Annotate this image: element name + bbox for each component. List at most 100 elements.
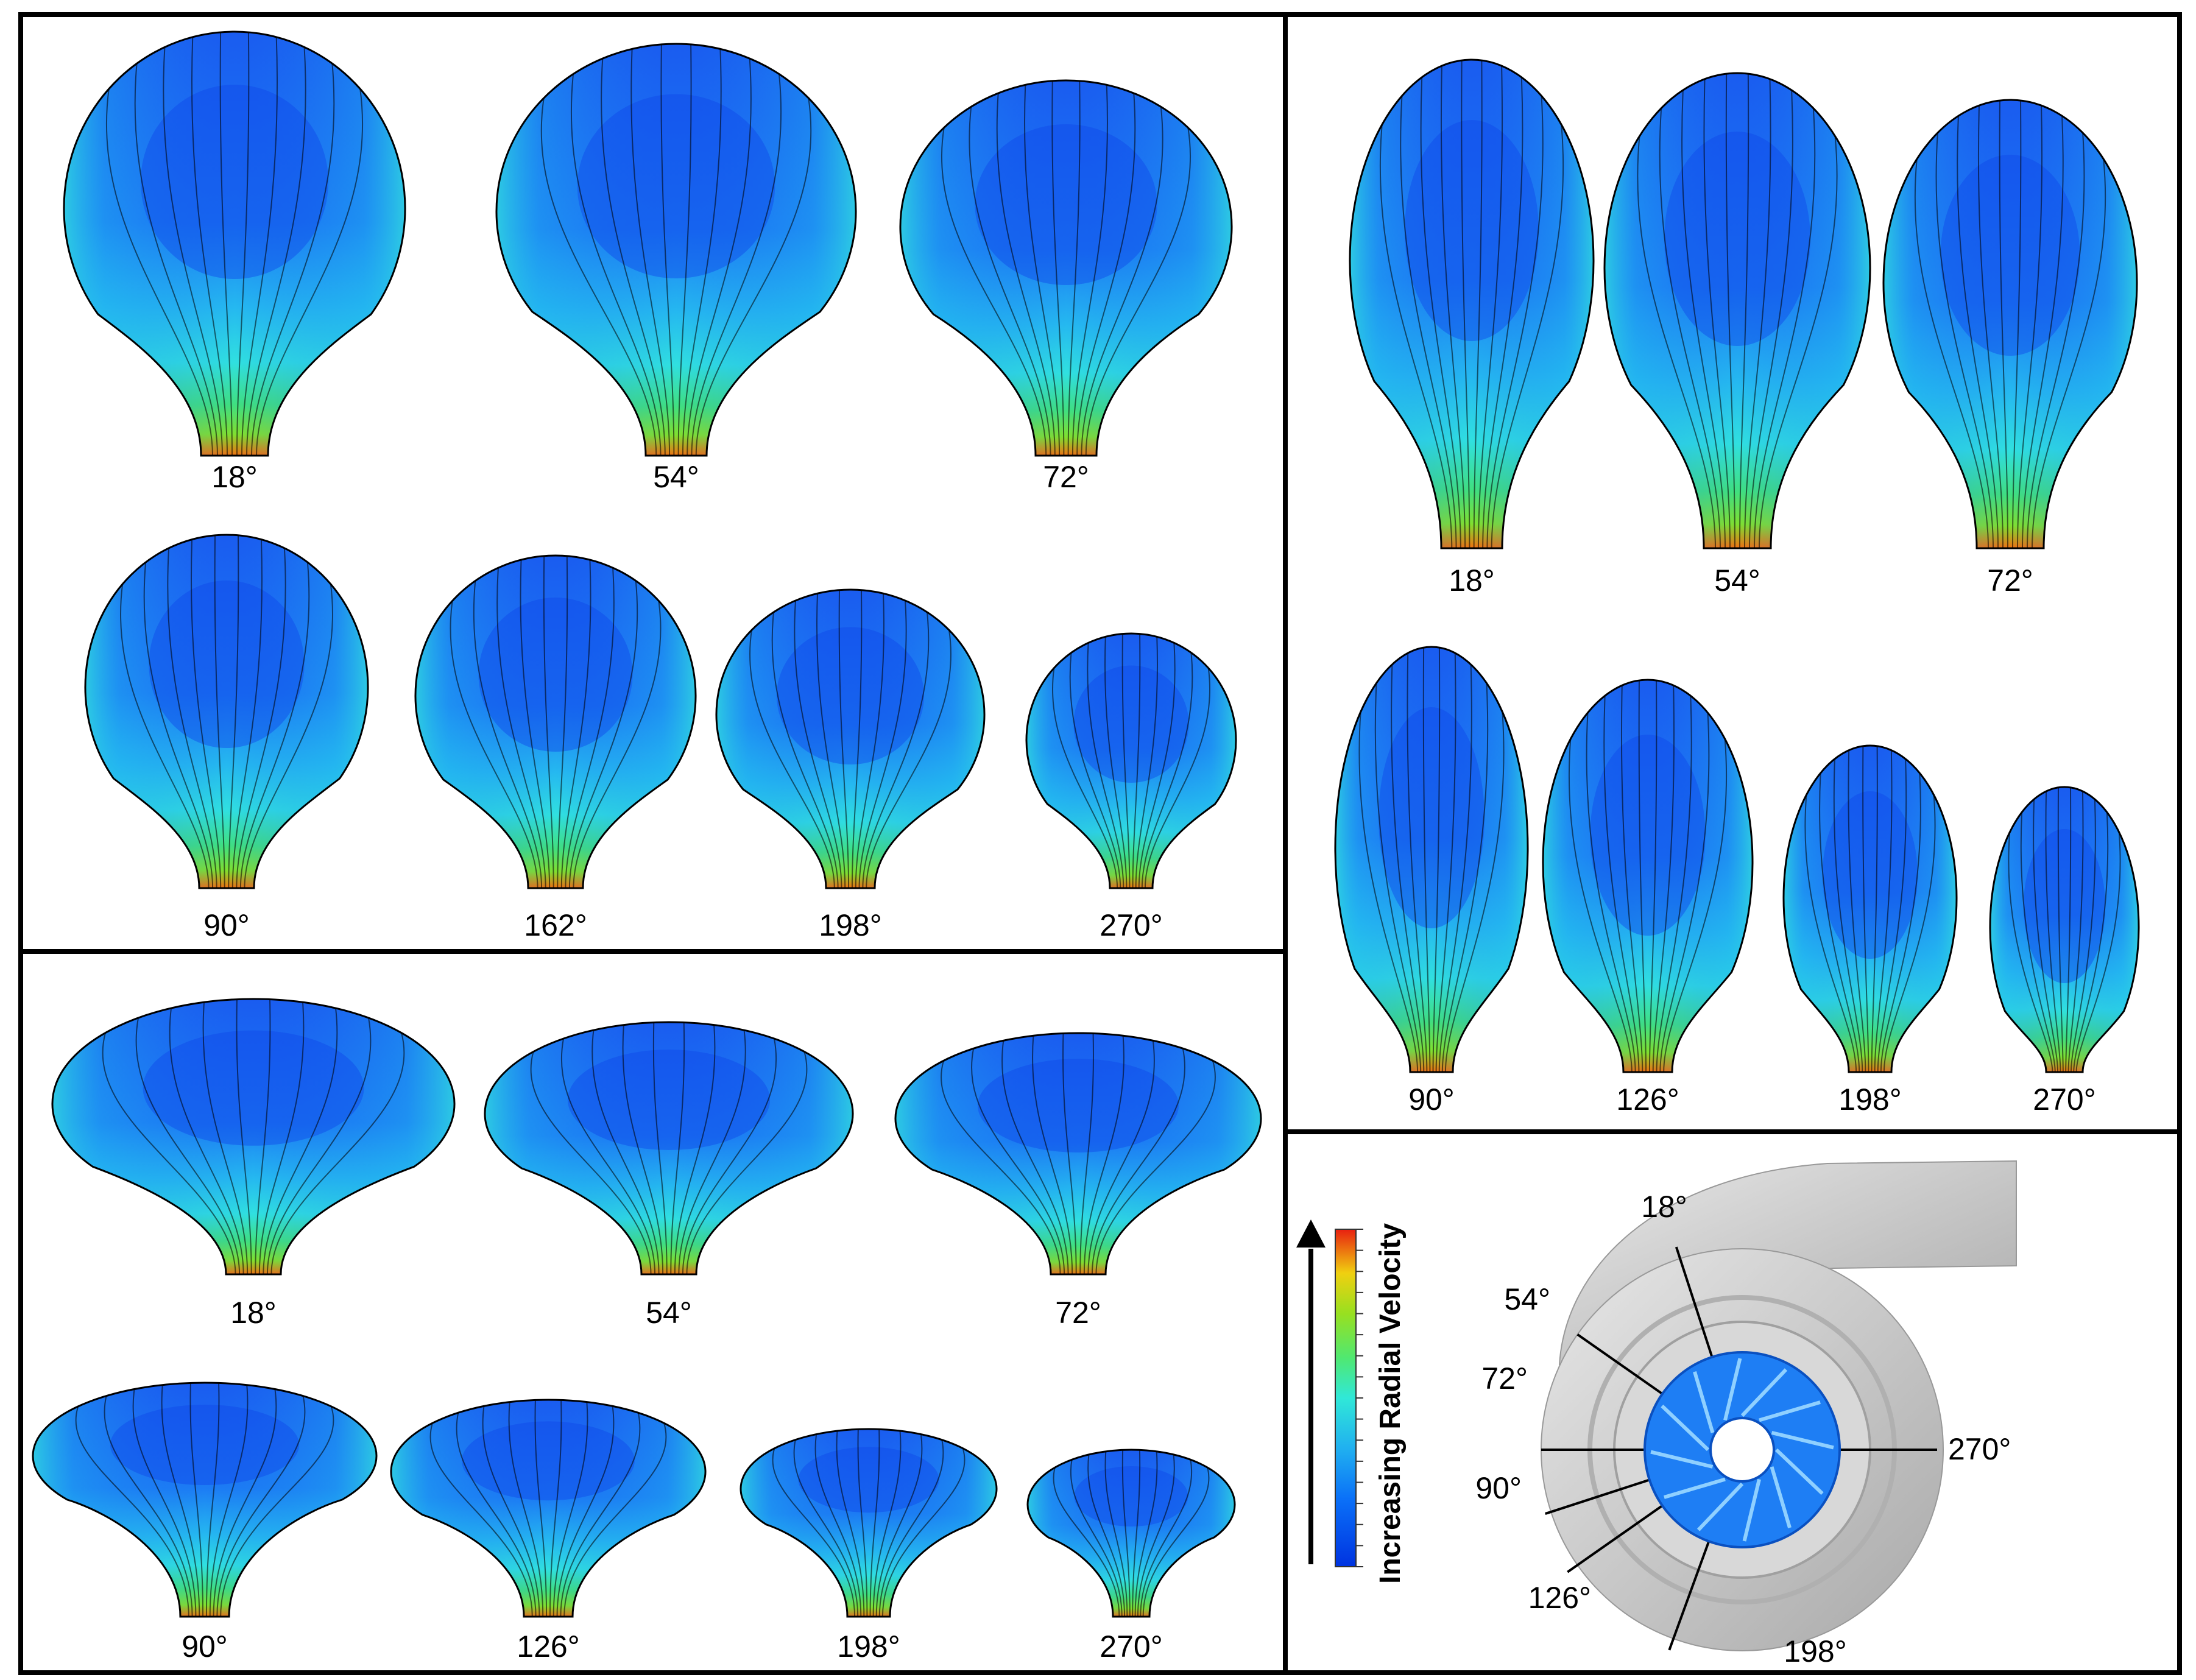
oval-section-4-streamline [1603,696,1640,1073]
round-section-6-streamline [1121,634,1131,889]
flat-section-0-streamline [263,1008,338,1275]
round-section-5-streamline [838,590,850,889]
round-section-6-streamline [1144,668,1210,889]
flat-section-2-streamline [1001,1040,1069,1275]
flat-section-1-streamline [674,1025,716,1275]
flat-section-4-streamline [560,1413,641,1617]
flat-section-3-outline [32,1382,378,1618]
oval-section-5-core [1822,791,1918,959]
oval-section-6-streamline [2073,812,2109,1073]
round-section-6-streamline [1138,643,1176,889]
oval-section-0 [1349,58,1595,549]
round-section-1-streamline [682,49,722,456]
flat-section-6-edge-shade [1028,1450,1235,1617]
flat-section-0-edge-shade [52,998,455,1274]
round-section-5-streamline [771,612,839,889]
oval-section-4-streamline [1620,685,1643,1073]
round-section-6-streamline [1141,652,1193,889]
flat-section-3-streamline [213,1389,277,1617]
round-section-1-edge-shade [496,43,856,456]
oval-section-2-streamline [2027,133,2085,549]
flat-label-6: 270° [1100,1629,1162,1664]
oval-section-4-outline [1542,679,1754,1073]
flat-section-2-streamline [1079,1033,1094,1275]
color-legend: Increasing Radial Velocity [1296,1219,1407,1584]
oval-section-2-streamline [1914,158,1989,549]
oval-section-6-outline [1989,786,2140,1073]
flat-section-4-streamline [482,1406,540,1617]
round-section-3-outline [84,534,369,889]
cross-section-shapes [32,30,2140,1618]
oval-section-5-outline [1782,744,1958,1073]
round-section-0-streamline [251,63,335,456]
impeller-blade [1696,1482,1744,1531]
flat-section-1-streamline [678,1030,746,1275]
flat-section-2-streamline [1032,1036,1073,1275]
flat-section-2-outline [894,1032,1262,1276]
round-section-5 [715,588,986,889]
oval-section-1-core [1664,132,1810,346]
oval-section-4-edge-shade [1543,680,1753,1072]
volute-section-line [1567,1505,1664,1573]
oval-section-3-streamline [1435,653,1456,1073]
round-section-3-streamline [190,539,222,889]
round-section-0-outline [63,30,406,457]
flat-section-5-streamline [878,1439,944,1617]
round-section-1-streamline [691,74,782,456]
angle-labels: 18° 54° 72° 90° 162° 198° 270° 18° 54° 72° 90° 126°… [182,460,2096,1664]
flat-section-0-streamline [258,1002,305,1275]
round-section-2-outline [899,79,1233,457]
flat-section-6-streamline [1087,1454,1126,1617]
flat-section-0-streamline [169,1008,244,1275]
round-label-6: 270° [1100,908,1162,942]
oval-label-6: 270° [2033,1082,2095,1117]
oval-section-2-edge-shade [1884,99,2137,549]
oval-section-1-streamline [1659,108,1721,549]
round-section-6-outline [1025,632,1237,889]
oval-section-2 [1882,99,2138,549]
oval-section-5 [1782,744,1958,1073]
round-section-5-streamline [866,630,951,889]
flat-section-2 [894,1032,1262,1276]
oval-section-3-outline [1334,646,1529,1073]
flat-section-0-streamline [102,1032,236,1275]
oval-section-0-outline [1349,58,1595,549]
round-section-1-streamline [687,58,752,456]
flat-section-1-streamline [530,1051,652,1275]
legend-colorbar [1335,1229,1357,1567]
flat-section-4-outline [390,1399,707,1618]
flat-label-3: 90° [182,1629,228,1664]
oval-section-1-streamline [1703,79,1731,549]
oval-section-0-streamline [1486,96,1544,549]
flat-section-5-streamline [814,1434,862,1617]
volute-section-line [1576,1333,1664,1395]
flat-section-1-core [567,1050,771,1150]
flat-section-4-streamline [508,1402,544,1617]
oval-section-5-streamline [1804,794,1857,1073]
round-section-1-streamline [695,97,812,456]
oval-section-1-streamline [1754,108,1816,549]
volute-angle-label: 72° [1481,1361,1528,1396]
flat-label-4: 126° [517,1629,579,1664]
round-section-5-streamline [794,600,842,889]
round-section-1-streamline [660,44,675,456]
oval-section-3-streamline [1432,648,1441,1073]
round-section-0-streamline [241,37,278,456]
oval-section-4 [1542,679,1754,1073]
oval-section-3-streamline [1422,648,1431,1073]
flat-section-6-streamline [1137,1454,1175,1617]
oval-section-5-edge-shade [1783,746,1957,1072]
oval-section-1 [1603,72,1871,549]
flat-section-6 [1026,1449,1236,1618]
flat-section-2-streamline [1095,1060,1216,1275]
round-section-4-streamline [543,556,554,889]
oval-section-1-streamline [1744,79,1771,549]
flat-section-6-streamline [1104,1451,1128,1617]
oval-section-3-streamline [1358,711,1419,1073]
oval-section-6-streamline [2065,787,2072,1073]
round-section-2-streamline [969,107,1051,456]
round-section-5-streamline [851,590,863,889]
flat-section-0-core [143,1030,364,1146]
oval-section-0-streamline [1379,124,1453,549]
round-label-3: 90° [203,908,250,942]
